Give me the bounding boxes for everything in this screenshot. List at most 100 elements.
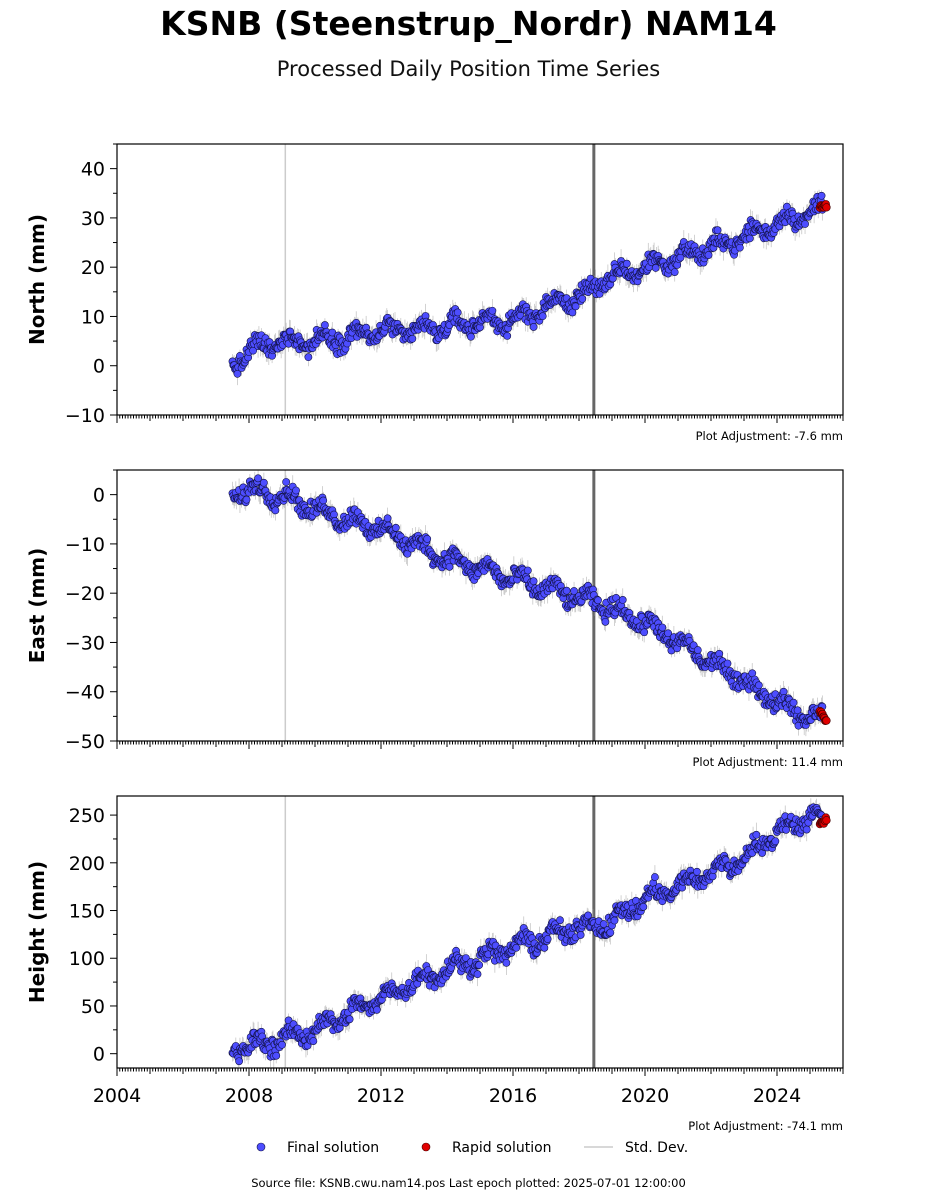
final-point xyxy=(576,931,585,939)
y-tick-label: 30 xyxy=(81,208,105,230)
final-point xyxy=(475,961,484,969)
rapid-point xyxy=(822,716,831,725)
plot-area xyxy=(228,144,831,415)
x-ticks xyxy=(116,1068,844,1076)
final-point xyxy=(304,353,313,362)
final-solution-series xyxy=(228,191,827,378)
x-ticks xyxy=(116,741,844,749)
final-point xyxy=(713,226,722,235)
final-point xyxy=(271,506,280,515)
panel-north: −10 0 10 20 30 40 North (mm) Plot Adjustment: -… xyxy=(25,143,844,443)
final-point xyxy=(453,308,462,317)
final-point xyxy=(754,681,763,690)
final-point xyxy=(473,970,482,979)
final-point xyxy=(383,514,392,523)
plot-adjustment-label: Plot Adjustment: -7.6 mm xyxy=(696,429,843,443)
final-point xyxy=(771,837,780,846)
rapid-solution-series xyxy=(815,200,831,212)
y-tick-label: 10 xyxy=(81,306,105,328)
final-point xyxy=(556,916,564,925)
final-point xyxy=(651,873,659,881)
final-solution-series xyxy=(228,803,827,1066)
final-point xyxy=(670,268,679,276)
final-point xyxy=(529,577,538,586)
final-point xyxy=(622,259,631,268)
y-tick-label: 40 xyxy=(81,159,105,181)
final-point xyxy=(502,958,511,967)
final-point xyxy=(319,496,328,505)
final-point xyxy=(543,935,552,943)
y-axis-label: East (mm) xyxy=(25,548,49,664)
rapid-point xyxy=(822,816,831,825)
final-point xyxy=(259,478,268,487)
y-tick-label: −10 xyxy=(65,405,105,427)
final-point xyxy=(704,251,713,259)
axes-frame xyxy=(116,795,844,1069)
final-point xyxy=(571,302,580,311)
chart-title: KSNB (Steenstrup_Nordr) NAM14 xyxy=(160,4,777,43)
y-tick-label: −50 xyxy=(65,731,105,753)
final-point xyxy=(292,486,300,495)
final-point xyxy=(538,312,547,321)
final-point xyxy=(651,264,660,272)
rapid-solution-series xyxy=(815,813,831,829)
final-point xyxy=(618,595,627,604)
y-ticks xyxy=(110,143,117,416)
y-axis-label: North (mm) xyxy=(25,214,49,345)
final-point xyxy=(606,928,615,937)
final-point xyxy=(503,332,512,340)
chart-subtitle: Processed Daily Position Time Series xyxy=(276,57,661,81)
final-point xyxy=(601,617,610,626)
y-tick-label: −20 xyxy=(65,583,105,605)
final-point xyxy=(235,1057,243,1066)
final-point xyxy=(793,706,802,715)
final-point xyxy=(802,825,811,834)
final-point xyxy=(594,596,602,605)
final-point xyxy=(658,623,667,632)
final-point xyxy=(278,1040,286,1049)
final-point xyxy=(272,1051,281,1060)
final-point xyxy=(423,534,432,543)
axes-frame xyxy=(116,143,844,416)
final-point xyxy=(801,220,809,228)
final-point xyxy=(562,586,571,595)
plot-adjustment-label: Plot Adjustment: 11.4 mm xyxy=(692,755,843,769)
final-point xyxy=(789,698,798,707)
final-point xyxy=(254,474,262,483)
rapid-point xyxy=(822,203,831,212)
final-point xyxy=(408,334,417,343)
final-point xyxy=(540,943,549,952)
y-ticks xyxy=(110,469,117,742)
y-tick-label: 20 xyxy=(81,257,105,279)
std-dev-bars xyxy=(232,189,823,386)
final-point xyxy=(578,294,587,303)
final-solution-series xyxy=(228,474,827,730)
final-point xyxy=(523,566,532,575)
final-point xyxy=(735,243,744,252)
y-tick-label: −40 xyxy=(65,682,105,704)
y-tick-label: −10 xyxy=(65,534,105,556)
plot-area xyxy=(228,796,831,1068)
panel-east: −50 −40 −30 −20 −10 0 East (mm) Plot Adjustment… xyxy=(25,469,844,769)
y-tick-label: −30 xyxy=(65,632,105,654)
final-point xyxy=(467,332,475,341)
final-point xyxy=(529,323,538,331)
final-point xyxy=(320,321,329,329)
final-point xyxy=(345,1015,354,1024)
x-ticks xyxy=(116,415,844,423)
final-point xyxy=(664,629,672,638)
plot-area xyxy=(228,470,831,741)
final-point xyxy=(693,646,702,654)
final-point xyxy=(372,1005,381,1014)
final-point xyxy=(693,867,701,876)
final-point xyxy=(584,911,592,920)
final-point xyxy=(640,628,649,637)
final-point xyxy=(282,478,291,486)
final-point xyxy=(242,495,251,504)
final-point xyxy=(568,308,577,317)
final-point xyxy=(330,510,338,519)
final-point xyxy=(610,916,619,925)
